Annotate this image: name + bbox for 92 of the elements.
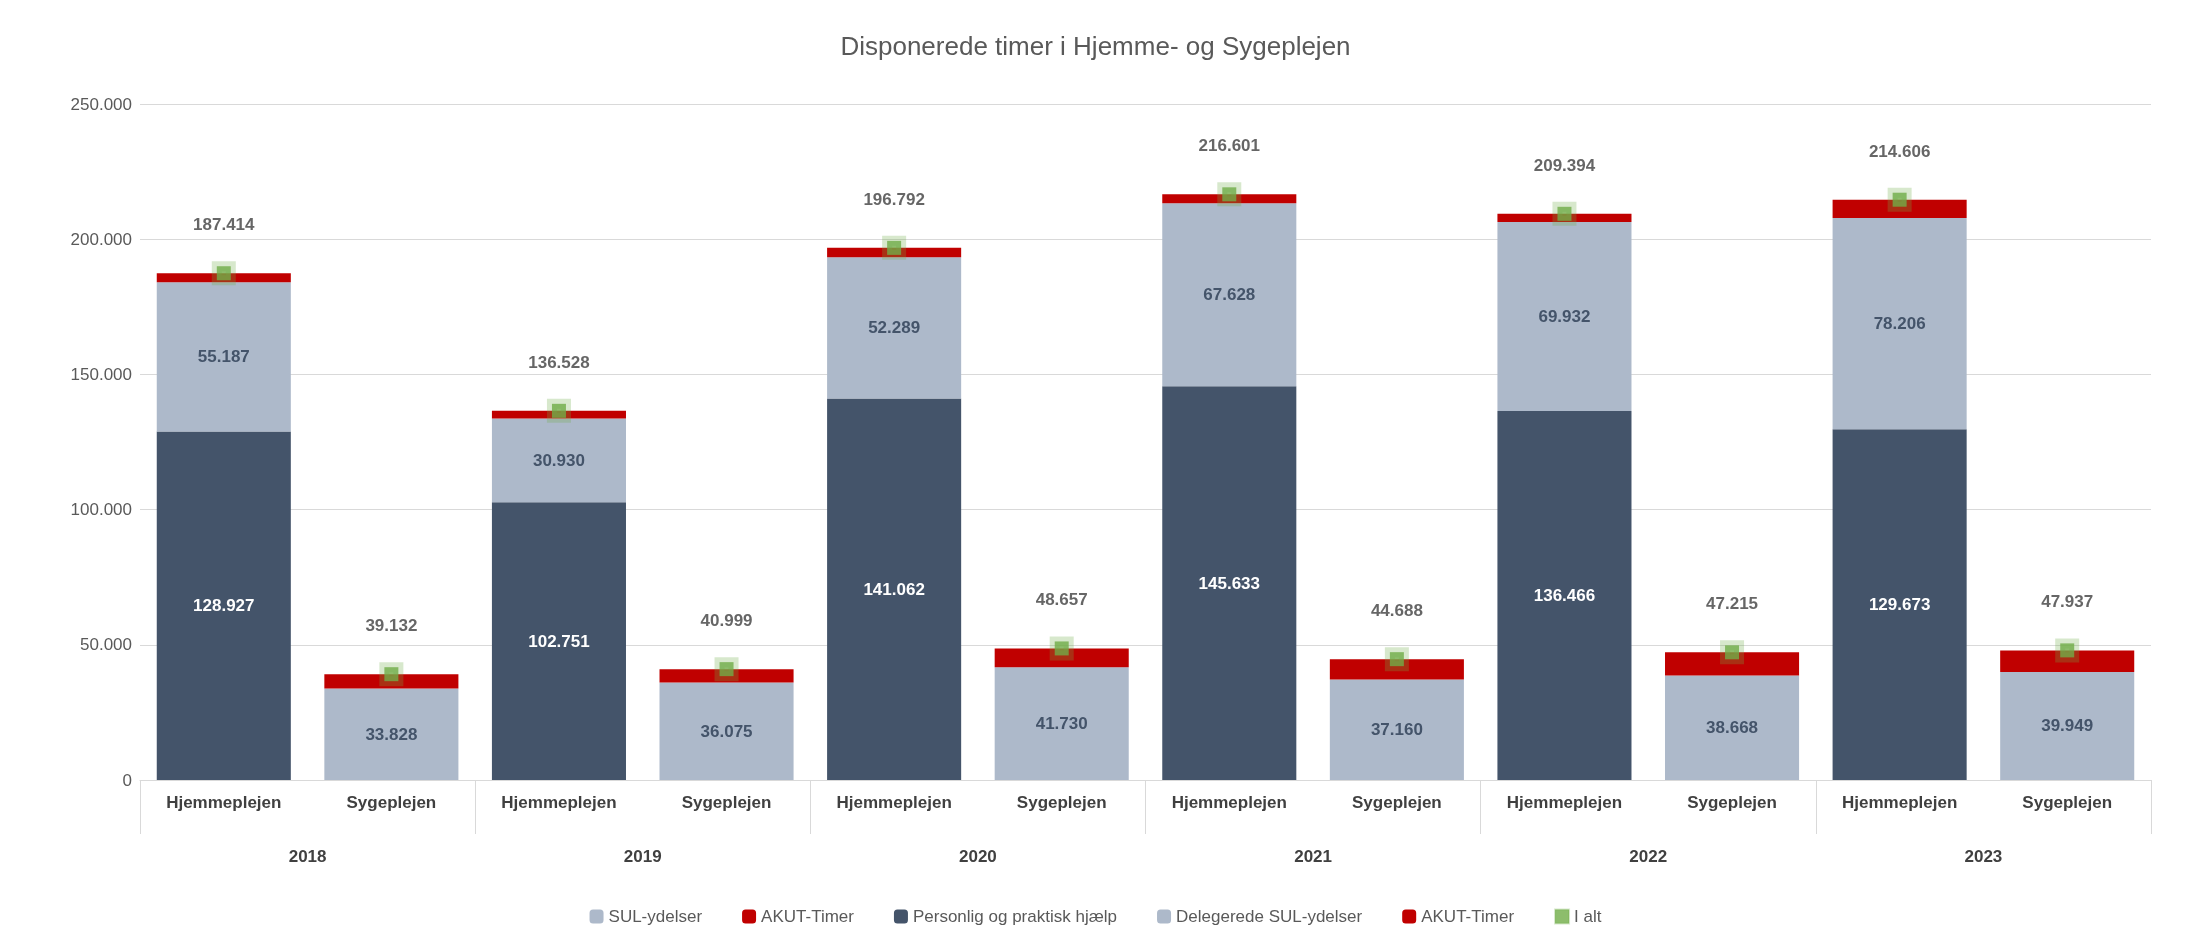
bar (1497, 411, 1632, 780)
point (2055, 638, 2080, 663)
data-label: 52.289 (868, 318, 921, 338)
data-label: 209.394 (1533, 155, 1596, 175)
point (1887, 187, 1912, 212)
data-label: 30.930 (532, 450, 585, 470)
y-tick-label: 0 (122, 770, 132, 790)
bar (1665, 675, 1800, 780)
data-label: 44.688 (1370, 601, 1423, 621)
data-label: 78.206 (1873, 314, 1926, 334)
data-label: 41.730 (1035, 714, 1088, 734)
bar (156, 282, 291, 432)
data-label: 39.949 (2041, 716, 2094, 736)
data-label: 69.932 (1538, 306, 1591, 326)
y-tick-label: 100.000 (70, 500, 132, 520)
point (714, 657, 739, 682)
data-label: 136.466 (1533, 586, 1596, 605)
bar (1497, 221, 1632, 411)
data-label: 33.828 (365, 724, 418, 744)
bar (324, 688, 459, 780)
bar (1329, 679, 1464, 780)
bar (1162, 386, 1297, 780)
bar (1832, 429, 1967, 780)
legend-label: Delegerede SUL-ydelser (1176, 907, 1363, 926)
data-label: 47.937 (2041, 592, 2094, 612)
bar (827, 257, 962, 399)
x-tick-label: Hjemmeplejen (1506, 793, 1623, 812)
y-tick-label: 50.000 (80, 635, 132, 655)
text: 2023 (1964, 847, 2003, 866)
bar (156, 431, 291, 780)
point (211, 261, 236, 286)
bar (1665, 652, 1800, 676)
point (1217, 182, 1242, 207)
data-label: 141.062 (863, 579, 925, 599)
data-label: 37.160 (1370, 720, 1423, 740)
text: 2019 (623, 847, 662, 866)
legend-label: SUL-ydelser (608, 907, 703, 926)
x-tick-label: Hjemmeplejen (1841, 793, 1958, 812)
text: 2018 (288, 847, 327, 866)
x-tick-label: Hjemmeplejen (501, 793, 617, 812)
bar (659, 682, 794, 780)
point (882, 235, 907, 260)
x-tick-label: Sygeplejen (2022, 793, 2113, 812)
point (546, 398, 571, 423)
x-tick-label: Hjemmeplejen (166, 793, 282, 812)
data-label: 36.075 (700, 721, 753, 741)
x-tick-label: Sygeplejen (681, 793, 772, 812)
text: 2022 (1629, 847, 1668, 866)
data-label: 128.927 (193, 596, 255, 616)
bar (491, 502, 626, 780)
legend-label: AKUT-Timer (1421, 907, 1515, 926)
data-label: 196.792 (863, 189, 925, 209)
data-label: 47.215 (1706, 594, 1759, 614)
data-label: 67.628 (1203, 285, 1256, 305)
point (379, 662, 404, 687)
data-label: 145.633 (1198, 573, 1261, 593)
data-label: 129.673 (1868, 595, 1931, 615)
bar (2000, 671, 2135, 780)
legend-label: AKUT-Timer (761, 907, 855, 926)
data-label: 38.668 (1706, 718, 1759, 738)
y-tick-label: 200.000 (70, 229, 132, 249)
x-tick-label: Sygeplejen (1351, 793, 1442, 812)
chart-title: Disponerede timer i Hjemme- og Sygeplejen (840, 31, 1351, 61)
x-tick-label: Sygeplejen (1687, 793, 1777, 812)
x-tick-label: Sygeplejen (1016, 793, 1107, 812)
bar (994, 667, 1129, 780)
text: 2020 (959, 847, 997, 866)
data-label: 102.751 (528, 631, 590, 651)
x-tick-label: Hjemmeplejen (1171, 793, 1287, 812)
y-tick-label: 250.000 (70, 94, 132, 114)
x-tick-label: Sygeplejen (346, 793, 437, 812)
point (1384, 647, 1409, 672)
data-label: 39.132 (365, 616, 418, 636)
point (1049, 636, 1074, 661)
x-tick-label: Hjemmeplejen (836, 793, 952, 812)
data-label: 48.657 (1035, 590, 1088, 610)
bar (1162, 203, 1297, 387)
bar (491, 418, 626, 503)
data-label: 55.187 (197, 347, 250, 367)
data-label: 136.528 (528, 352, 590, 372)
text: 2021 (1294, 847, 1332, 866)
legend-label: Personlig og praktisk hjælp (912, 907, 1118, 926)
bar (1832, 217, 1967, 430)
y-tick-label: 150.000 (70, 364, 132, 384)
point (1552, 201, 1577, 226)
legend-label: I alt (1574, 907, 1602, 926)
bar (827, 398, 962, 780)
point (1720, 640, 1745, 665)
data-label: 216.601 (1198, 136, 1261, 156)
data-label: 40.999 (700, 611, 753, 631)
data-label: 187.414 (193, 215, 256, 235)
data-label: 214.606 (1868, 141, 1931, 161)
